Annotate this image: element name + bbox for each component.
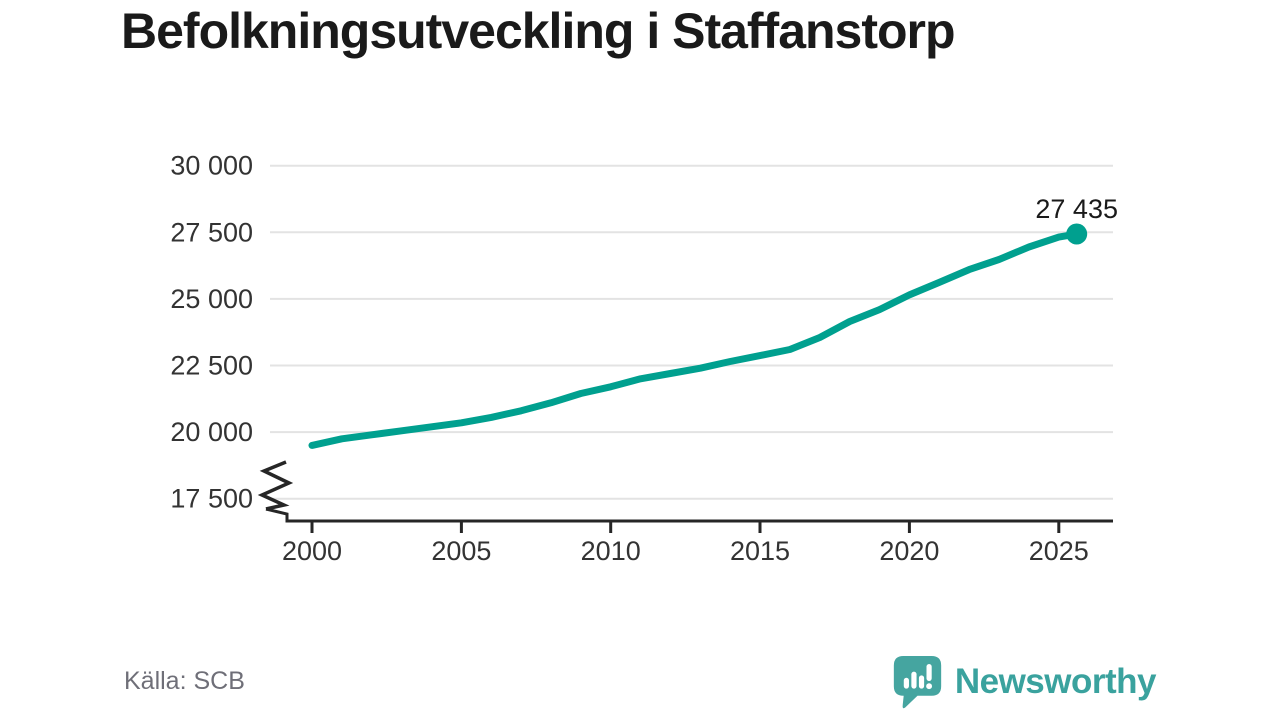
y-tick-label: 17 500 [170, 484, 253, 514]
y-axis-break-icon [257, 460, 294, 511]
x-tick-label: 2005 [431, 536, 491, 566]
y-tick-label: 20 000 [170, 417, 253, 447]
brand-wordmark: Newsworthy [954, 661, 1157, 701]
x-axis-line [265, 507, 1113, 523]
latest-point-marker [1066, 223, 1088, 245]
source-label: Källa: SCB [124, 667, 245, 695]
x-tick-label: 2015 [730, 536, 790, 566]
y-tick-label: 27 500 [170, 217, 253, 247]
newsworthy-logo: Newsworthy [891, 653, 1157, 710]
x-tick-label: 2025 [1029, 536, 1089, 566]
x-tick-label: 2010 [581, 536, 641, 566]
y-tick-label: 30 000 [170, 151, 253, 181]
newsworthy-speech-bubble-icon [893, 655, 942, 709]
population-line [308, 230, 1081, 449]
chart-footer: Källa: SCB Newsworthy [0, 653, 1280, 710]
y-tick-label: 25 000 [170, 284, 253, 314]
x-tick-label: 2020 [879, 536, 939, 566]
population-line-chart: 17 500 20 000 22 500 25 000 27 500 30 000 2000… [170, 151, 1118, 566]
chart-title: Befolkningsutveckling i Staffanstorp [121, 3, 956, 59]
x-tick-label: 2000 [282, 536, 342, 566]
latest-value-label: 27 435 [1035, 194, 1118, 224]
y-tick-label: 22 500 [170, 351, 253, 381]
